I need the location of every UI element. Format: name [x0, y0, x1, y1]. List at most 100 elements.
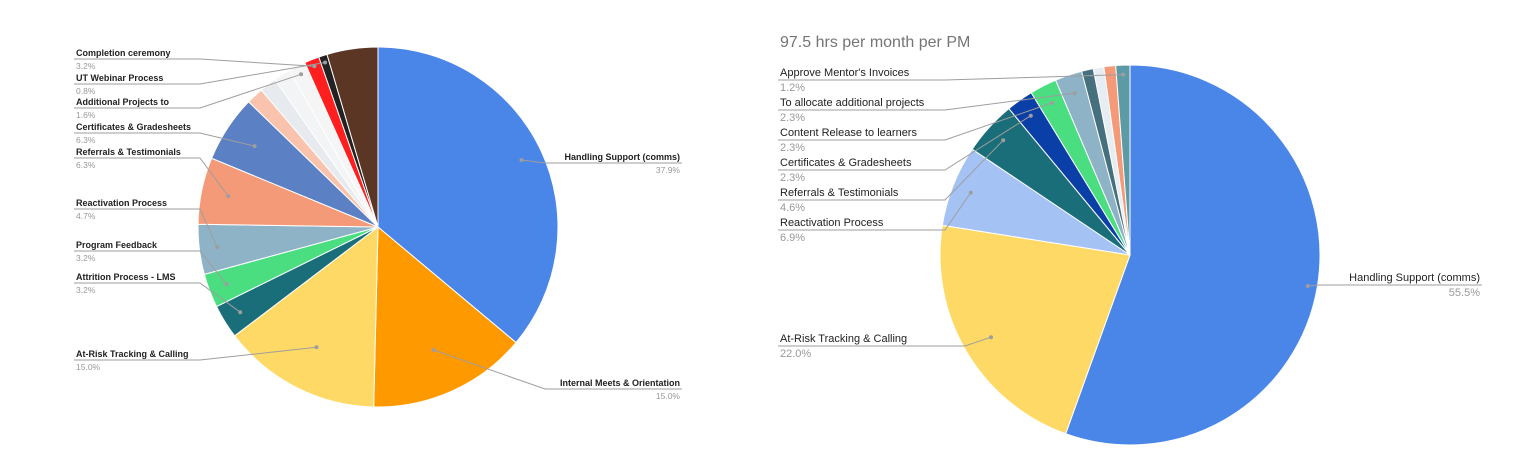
slice-percent: 3.2% — [76, 285, 96, 295]
leader-line — [74, 73, 302, 109]
leader-dot — [312, 64, 317, 69]
slice-percent: 6.3% — [76, 160, 96, 170]
leader-dot — [252, 144, 257, 149]
leader-line — [74, 282, 241, 313]
slice-percent: 4.7% — [76, 211, 96, 221]
slice-label-ut-webinar-process: UT Webinar Process 0.8% — [74, 60, 328, 96]
slice-percent: 6.3% — [76, 135, 96, 145]
pie-slice-unlabeled-14[interactable] — [326, 46, 379, 228]
leader-line — [778, 192, 972, 231]
pie-slice-approve-mentor-s-invoices[interactable] — [1115, 64, 1131, 256]
leader-dot — [1049, 100, 1054, 105]
slice-percent: 15.0% — [656, 391, 681, 401]
leader-line — [778, 139, 1004, 201]
slice-name: Referrals & Testimonials — [76, 147, 181, 157]
slice-label-reactivation-process: Reactivation Process 4.7% — [74, 198, 220, 250]
leader-dot — [238, 310, 243, 315]
leader-line — [74, 58, 315, 67]
slice-label-reactivation-process: Reactivation Process 6.9% — [778, 190, 973, 244]
slice-name: Program Feedback — [76, 240, 158, 250]
slice-label-referrals-testimonials: Referrals & Testimonials 4.6% — [778, 138, 1006, 214]
leader-line — [778, 115, 1032, 171]
slice-name: At-Risk Tracking & Calling — [780, 333, 907, 345]
slice-name: Certificates & Gradesheets — [780, 157, 912, 169]
slice-name: To allocate additional projects — [780, 97, 925, 109]
pie-slice-at-risk-tracking-calling[interactable] — [233, 225, 379, 408]
slice-percent: 4.6% — [780, 202, 805, 214]
leader-dot — [1001, 138, 1006, 143]
slice-percent: 37.9% — [656, 165, 681, 175]
leader-line — [74, 208, 218, 248]
slice-label-at-risk-tracking-calling: At-Risk Tracking & Calling 22.0% — [778, 333, 993, 360]
leader-dot — [519, 158, 524, 162]
slice-name: Internal Meets & Orientation — [560, 378, 680, 388]
slice-label-internal-meets-orientation: Internal Meets & Orientation 15.0% — [431, 348, 682, 401]
leader-dot — [224, 282, 229, 287]
slice-label-additional-projects-to: Additional Projects to 1.6% — [74, 72, 304, 120]
slice-percent: 0.8% — [76, 86, 96, 96]
slice-percent: 2.3% — [780, 112, 805, 124]
slice-percent: 2.3% — [780, 142, 805, 154]
slice-name: Completion ceremony — [76, 48, 171, 58]
leader-line — [433, 349, 682, 390]
pie-slices — [939, 64, 1321, 446]
leader-line — [74, 250, 227, 285]
leader-dot — [226, 194, 231, 199]
slice-name: UT Webinar Process — [76, 73, 163, 83]
leader-dot — [299, 72, 304, 77]
slice-name: Reactivation Process — [76, 198, 167, 208]
pie-slice-at-risk-tracking-calling[interactable] — [939, 224, 1131, 435]
slice-name: Content Release to learners — [780, 127, 917, 139]
slice-percent: 6.9% — [780, 232, 805, 244]
slice-percent: 1.6% — [76, 110, 96, 120]
leader-dot — [431, 348, 436, 352]
slice-name: Additional Projects to — [76, 97, 170, 107]
leader-dot — [1072, 91, 1077, 96]
slice-label-certificates-gradesheets: Certificates & Gradesheets 2.3% — [778, 113, 1033, 184]
leader-line — [778, 102, 1053, 141]
slice-name: Handling Support (comms) — [565, 152, 681, 162]
leader-line — [74, 346, 317, 361]
slice-name: Approve Mentor's Invoices — [780, 67, 910, 79]
leader-line — [521, 159, 682, 164]
pie-slices — [197, 46, 559, 408]
pie-slice-handling-support-comms[interactable] — [1064, 64, 1321, 446]
slice-label-certificates-gradesheets: Certificates & Gradesheets 6.3% — [74, 122, 257, 149]
slice-label-content-release-to-learners: Content Release to learners 2.3% — [778, 100, 1054, 154]
pie-chart-right: Handling Support (comms) 55.5% At-Risk Tra… — [778, 34, 1482, 446]
leader-line — [778, 74, 1124, 81]
leader-dot — [1305, 284, 1310, 288]
leader-line — [74, 157, 229, 197]
slice-name: Certificates & Gradesheets — [76, 122, 191, 132]
slice-label-handling-support-comms: Handling Support (comms) 37.9% — [519, 152, 682, 175]
slice-label-at-risk-tracking-calling: At-Risk Tracking & Calling 15.0% — [74, 345, 319, 372]
slice-percent: 2.3% — [780, 172, 805, 184]
leader-line — [778, 336, 992, 347]
slice-label-completion-ceremony: Completion ceremony 3.2% — [74, 48, 317, 71]
leader-dot — [323, 60, 328, 65]
slice-label-program-feedback: Program Feedback 3.2% — [74, 240, 229, 287]
slice-percent: 3.2% — [76, 253, 96, 263]
slice-percent: 15.0% — [76, 362, 101, 372]
leader-dot — [989, 335, 993, 340]
leader-line — [778, 92, 1075, 111]
slice-label-handling-support-comms: Handling Support (comms) 55.5% — [1305, 272, 1482, 299]
slice-percent: 1.2% — [780, 82, 805, 94]
leader-dot — [968, 190, 973, 195]
slice-label-approve-mentor-s-invoices: Approve Mentor's Invoices 1.2% — [778, 67, 1126, 94]
leader-dot — [314, 345, 319, 350]
pie-chart-left: Handling Support (comms) 37.9% Internal Me… — [74, 46, 682, 408]
slice-percent: 55.5% — [1449, 287, 1480, 299]
slice-name: Attrition Process - LMS — [76, 272, 176, 282]
leader-line — [74, 62, 326, 85]
pie-slice-internal-meets-orientation[interactable] — [373, 225, 517, 408]
pie-slice-handling-support-comms[interactable] — [377, 46, 559, 344]
slice-percent: 3.2% — [76, 61, 96, 71]
slice-name: Referrals & Testimonials — [780, 187, 899, 199]
slice-name: Reactivation Process — [780, 217, 884, 229]
slice-label-attrition-process-lms: Attrition Process - LMS 3.2% — [74, 272, 243, 315]
leader-dot — [1121, 72, 1126, 77]
slice-label-to-allocate-additional-projects: To allocate additional projects 2.3% — [778, 91, 1077, 124]
slice-name: Handling Support (comms) — [1349, 272, 1480, 284]
